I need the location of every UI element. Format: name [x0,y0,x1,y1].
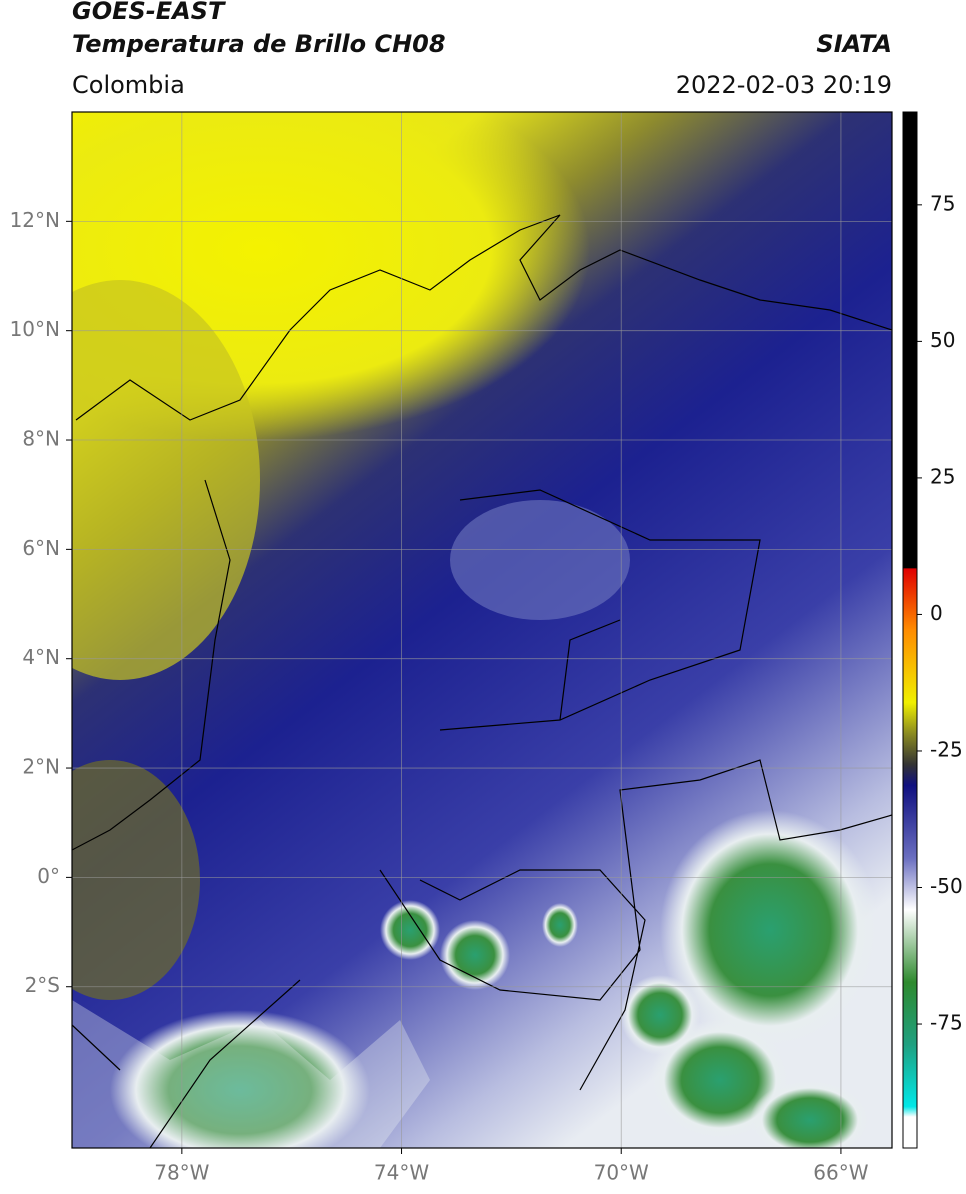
y-tick-label: 10°N [10,317,60,341]
subtitle: Temperatura de Brillo CH08 [72,30,446,58]
x-tick-label: 70°W [594,1161,649,1185]
colorbar [902,111,918,1149]
colorbar-label: 25 [930,464,955,488]
colorbar-label: 0 [930,601,943,625]
colorbar-label: 50 [930,328,955,352]
region: Colombia [72,71,185,99]
y-tick-label: 4°N [22,645,60,669]
y-tick-label: 0° [37,864,60,888]
y-tick-label: 2°S [25,973,60,997]
y-tick-label: 6°N [22,536,60,560]
x-tick-label: 78°W [154,1161,209,1185]
x-tick-label: 66°W [813,1161,868,1185]
source: SIATA [816,30,892,58]
x-tick-label: 74°W [374,1161,429,1185]
title: GOES-EAST [72,0,226,25]
timestamp: 2022-02-03 20:19 [676,71,892,99]
y-tick-label: 12°N [10,208,60,232]
satellite-image [72,112,892,1148]
y-tick-label: 8°N [22,427,60,451]
y-tick-label: 2°N [22,755,60,779]
colorbar-label: -50 [930,874,963,898]
colorbar-label: -75 [930,1011,963,1035]
map-frame [71,111,893,1149]
colorbar-label: -25 [930,737,963,761]
colorbar-label: 75 [930,191,955,215]
